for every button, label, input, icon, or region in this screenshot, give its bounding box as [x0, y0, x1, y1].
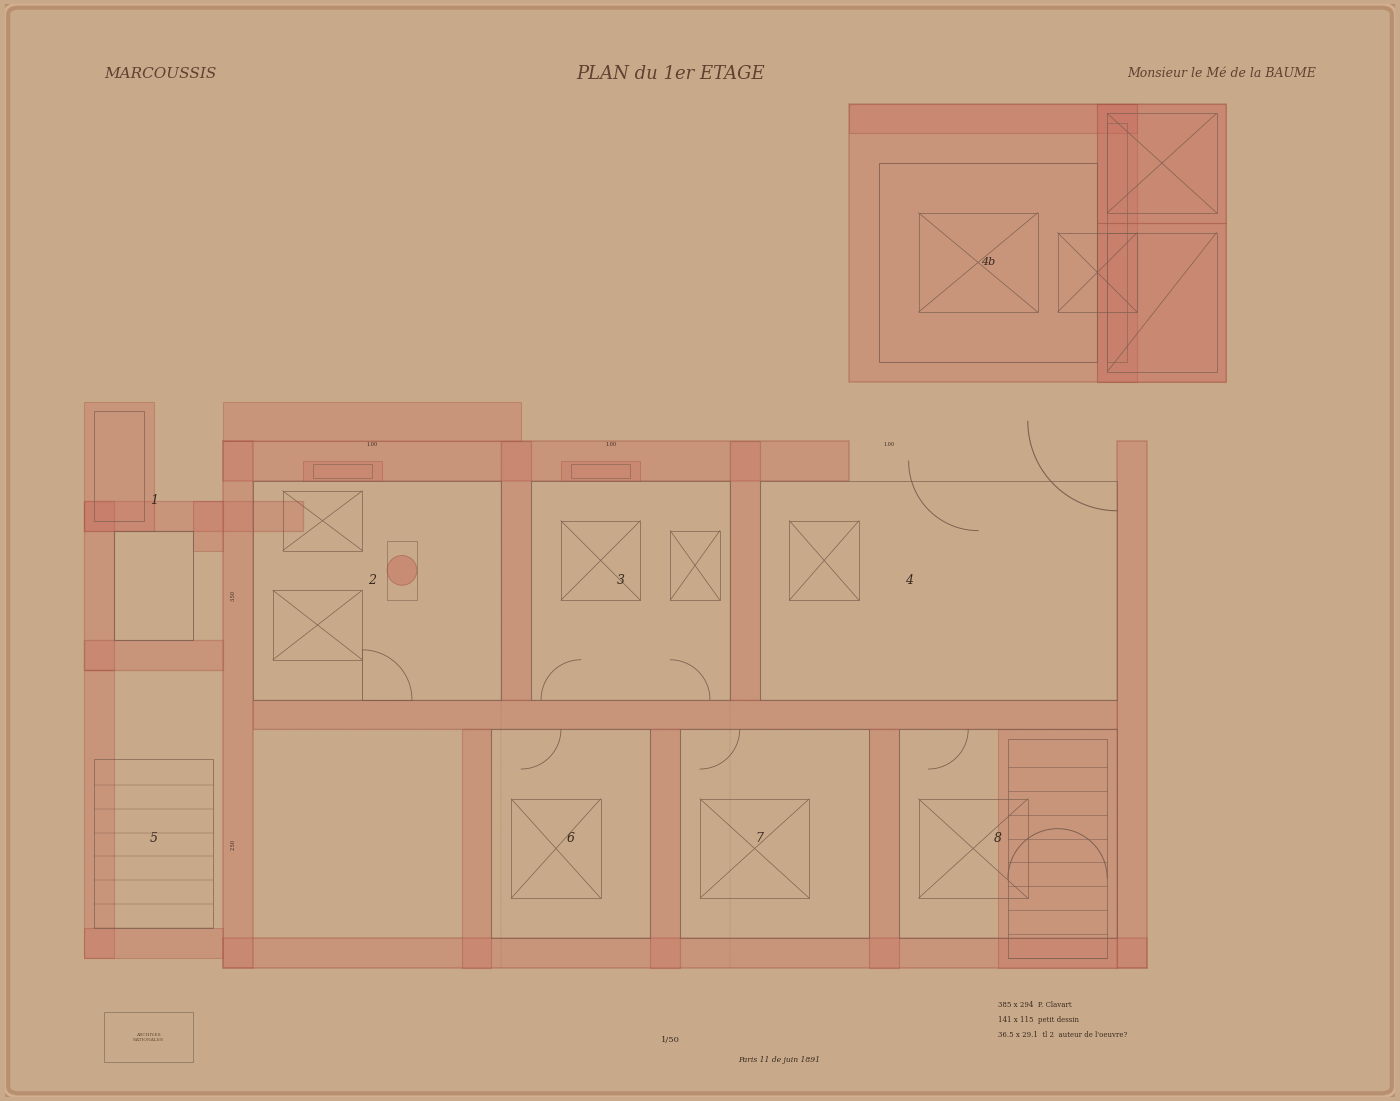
Bar: [104, 1013, 193, 1062]
Bar: [283, 491, 363, 550]
Text: 3.50: 3.50: [231, 590, 235, 601]
Text: MARCOUSSIS: MARCOUSSIS: [104, 67, 217, 80]
Bar: [253, 699, 1117, 729]
Text: 36.5 x 29.1  tl 2  auteur de l'oeuvre?: 36.5 x 29.1 tl 2 auteur de l'oeuvre?: [998, 1032, 1127, 1039]
Bar: [84, 928, 223, 958]
Text: 7: 7: [756, 832, 763, 846]
Bar: [531, 481, 729, 699]
Bar: [253, 481, 501, 699]
Text: 6: 6: [567, 832, 575, 846]
Bar: [1098, 103, 1137, 382]
Bar: [879, 163, 1098, 362]
Text: Monsieur le Mé de la BAUME: Monsieur le Mé de la BAUME: [1127, 67, 1316, 80]
Bar: [848, 103, 1137, 133]
Text: ARCHIVES
NATIONALES: ARCHIVES NATIONALES: [133, 1033, 164, 1042]
Bar: [312, 465, 372, 478]
Text: 385 x 294  P. Clavart: 385 x 294 P. Clavart: [998, 1002, 1071, 1010]
Bar: [918, 799, 1028, 898]
Text: 8: 8: [994, 832, 1002, 846]
Bar: [899, 729, 1117, 938]
Bar: [386, 541, 417, 600]
Bar: [462, 729, 491, 968]
Bar: [651, 729, 680, 968]
Text: 4b: 4b: [981, 258, 995, 268]
Text: PLAN du 1er ETAGE: PLAN du 1er ETAGE: [575, 65, 764, 83]
Bar: [273, 590, 363, 659]
Bar: [84, 501, 113, 669]
Bar: [671, 531, 720, 600]
Bar: [1107, 123, 1127, 362]
Bar: [94, 759, 213, 928]
Bar: [869, 729, 899, 968]
Circle shape: [386, 556, 417, 586]
Bar: [1107, 113, 1217, 212]
Bar: [571, 465, 630, 478]
Bar: [193, 501, 223, 550]
Text: 2.50: 2.50: [231, 839, 235, 850]
Bar: [223, 402, 521, 442]
Bar: [223, 938, 1147, 968]
Bar: [790, 521, 860, 600]
Bar: [302, 461, 382, 481]
Bar: [84, 669, 113, 958]
Bar: [848, 103, 1226, 382]
Text: 1/50: 1/50: [661, 1036, 679, 1044]
Bar: [729, 442, 760, 699]
Bar: [1098, 222, 1226, 382]
Text: 141 x 115  petit dessin: 141 x 115 petit dessin: [998, 1016, 1079, 1024]
Bar: [760, 481, 1117, 699]
Bar: [501, 442, 531, 699]
Bar: [918, 212, 1037, 312]
Bar: [84, 402, 154, 531]
Text: 1: 1: [150, 494, 158, 508]
Text: Paris 11 de juin 1891: Paris 11 de juin 1891: [738, 1056, 820, 1064]
Bar: [1008, 739, 1107, 958]
Bar: [113, 531, 193, 640]
Bar: [84, 640, 223, 669]
Bar: [84, 501, 302, 531]
Text: 4: 4: [904, 574, 913, 587]
Bar: [94, 412, 144, 521]
Text: 5: 5: [150, 832, 158, 846]
Bar: [223, 442, 253, 968]
Text: 1.00: 1.00: [883, 443, 895, 447]
Bar: [1117, 442, 1147, 968]
Text: 1.00: 1.00: [605, 443, 616, 447]
Bar: [1107, 232, 1217, 372]
Bar: [561, 461, 640, 481]
Bar: [680, 729, 869, 938]
Text: 3: 3: [616, 574, 624, 587]
Bar: [511, 799, 601, 898]
Bar: [561, 521, 640, 600]
Bar: [1057, 232, 1137, 312]
Bar: [998, 729, 1117, 968]
Bar: [700, 799, 809, 898]
Bar: [223, 442, 848, 481]
Bar: [491, 729, 651, 938]
Text: 1.00: 1.00: [367, 443, 378, 447]
Text: 2: 2: [368, 574, 377, 587]
Bar: [1098, 103, 1226, 222]
